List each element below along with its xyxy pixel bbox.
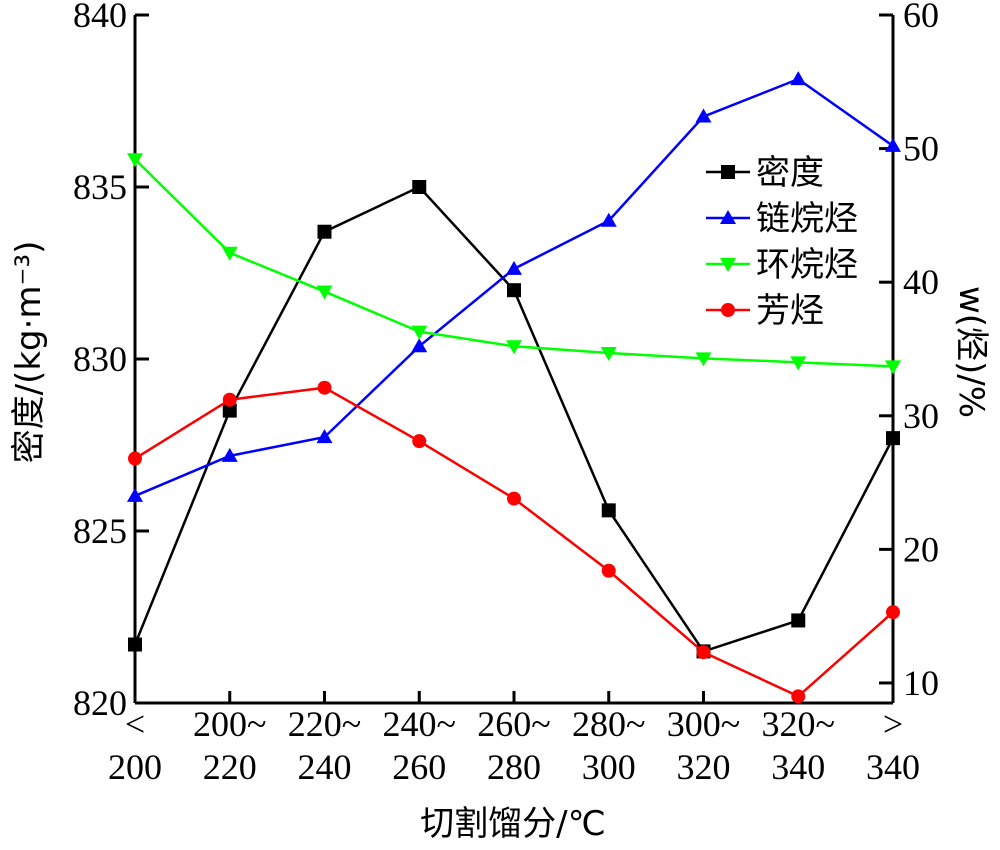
x-tick-label-line1: 200~ bbox=[193, 704, 266, 744]
series-line bbox=[134, 386, 894, 698]
series-layer bbox=[127, 71, 901, 704]
data-point bbox=[790, 356, 807, 371]
x-tick-label-line1: 220~ bbox=[288, 704, 361, 744]
data-point bbox=[695, 352, 712, 367]
y-tick-label-right: 40 bbox=[903, 262, 939, 302]
data-point bbox=[412, 180, 427, 194]
x-tick-label-line2: 220 bbox=[203, 747, 257, 787]
x-tick-label-line1: 280~ bbox=[572, 704, 645, 744]
x-tick-label-line1: 260~ bbox=[477, 704, 550, 744]
x-tick-label-line2: 340 bbox=[771, 747, 825, 787]
data-point bbox=[885, 360, 901, 375]
data-point bbox=[222, 403, 237, 418]
x-tick-label-line2: 260 bbox=[392, 747, 446, 787]
data-point bbox=[128, 451, 142, 466]
y-tick-label-left: 840 bbox=[73, 0, 127, 35]
data-point bbox=[886, 605, 900, 620]
legend-marker bbox=[720, 258, 736, 272]
y-axis-title-right: w(烃)/% bbox=[951, 286, 991, 418]
data-point bbox=[886, 431, 900, 446]
data-point bbox=[507, 491, 521, 506]
x-tick-label-line1: < bbox=[125, 704, 145, 744]
legend-item: 密度 bbox=[706, 153, 824, 193]
data-point bbox=[411, 338, 428, 353]
legend-label: 芳烃 bbox=[756, 291, 824, 331]
y-tick-label-right: 60 bbox=[903, 0, 939, 35]
legend-label: 密度 bbox=[756, 153, 824, 193]
data-point bbox=[507, 283, 521, 298]
data-point bbox=[600, 212, 617, 227]
x-tick-label-line1: 240~ bbox=[383, 704, 456, 744]
y-tick-label-left: 820 bbox=[73, 683, 127, 723]
y-tick-label-left: 830 bbox=[73, 339, 127, 379]
x-axis-title: 切割馏分/℃ bbox=[420, 804, 606, 844]
x-tick-label-line1: 320~ bbox=[762, 704, 835, 744]
data-point bbox=[222, 392, 237, 407]
legend-marker bbox=[720, 210, 736, 224]
data-point bbox=[221, 447, 238, 462]
y-tick-label-left: 825 bbox=[73, 511, 127, 551]
y-tick-label-right: 10 bbox=[903, 663, 939, 703]
x-tick-label-line2: 320 bbox=[677, 747, 731, 787]
x-tick-label-line2: 300 bbox=[582, 747, 636, 787]
data-point bbox=[317, 380, 332, 395]
y-tick-label-left: 835 bbox=[73, 167, 127, 207]
data-point bbox=[412, 434, 427, 449]
x-tick-label-line2: 280 bbox=[487, 747, 541, 787]
legend-label: 链烷烃 bbox=[756, 199, 858, 239]
data-point bbox=[317, 224, 332, 239]
x-tick-label-line1: > bbox=[883, 704, 903, 744]
data-point bbox=[696, 645, 711, 660]
data-point bbox=[127, 153, 143, 168]
x-tick-label-line1: 300~ bbox=[667, 704, 740, 744]
y-tick-label-right: 50 bbox=[903, 129, 939, 169]
data-point bbox=[506, 340, 522, 355]
data-point bbox=[127, 487, 143, 502]
data-point bbox=[316, 285, 333, 300]
legend-marker bbox=[721, 303, 735, 317]
series-2 bbox=[127, 153, 901, 375]
data-point bbox=[411, 325, 428, 340]
x-tick-label-line2: 200 bbox=[108, 747, 162, 787]
data-point bbox=[695, 108, 712, 123]
data-point bbox=[316, 429, 333, 444]
plot-frame: 820 825 830 835 840 10 20 30 40 50 60 <200 200~220 22… bbox=[73, 0, 939, 787]
y-tick-label-right: 20 bbox=[903, 529, 939, 569]
legend-marker bbox=[721, 165, 735, 179]
legend-item: 链烷烃 bbox=[706, 199, 858, 239]
data-point bbox=[790, 71, 807, 86]
data-point bbox=[221, 246, 238, 261]
data-point bbox=[791, 689, 806, 704]
x-tick-label-line2: 240 bbox=[298, 747, 352, 787]
data-point bbox=[791, 613, 806, 628]
series-1 bbox=[127, 71, 901, 502]
series-3 bbox=[128, 380, 900, 704]
data-point bbox=[601, 563, 616, 578]
legend-item: 环烷烃 bbox=[706, 245, 858, 285]
legend-label: 环烷烃 bbox=[756, 245, 858, 285]
data-point bbox=[885, 137, 901, 152]
legend-item: 芳烃 bbox=[706, 291, 824, 331]
data-point bbox=[128, 637, 142, 652]
y-tick-label-right: 30 bbox=[903, 396, 939, 436]
y-axis-title-left: 密度/(kg·m⁻³) bbox=[9, 241, 49, 464]
data-point bbox=[506, 260, 522, 275]
x-tick-label-line2: 340 bbox=[866, 747, 920, 787]
data-point bbox=[600, 346, 617, 361]
series-0 bbox=[128, 180, 900, 659]
data-point bbox=[601, 503, 616, 518]
